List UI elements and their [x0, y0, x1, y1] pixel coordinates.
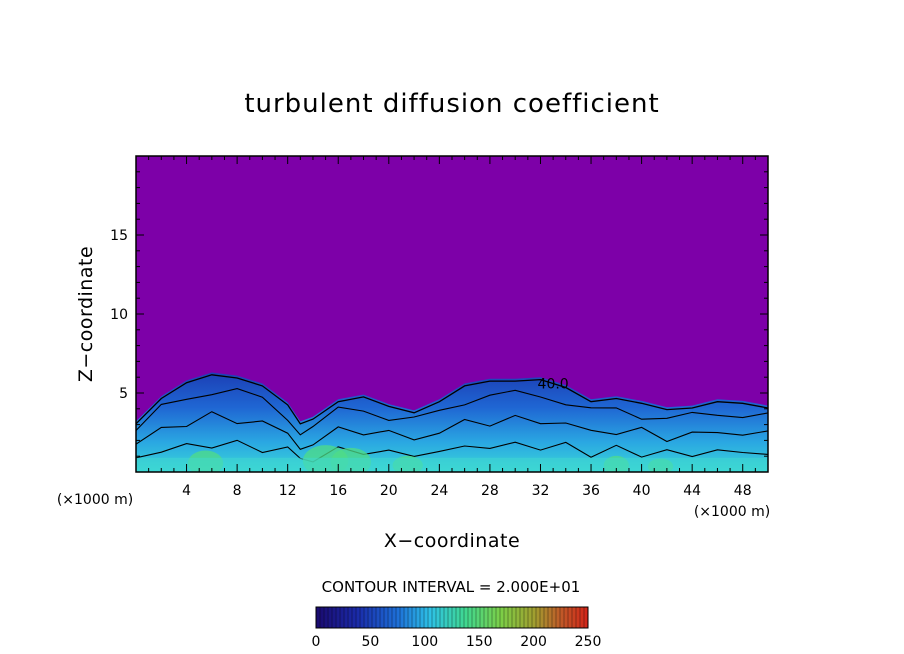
colorbar-tick-label: 100 — [411, 634, 438, 650]
x-tick-label: 12 — [279, 483, 297, 499]
x-tick-label: 8 — [233, 483, 242, 499]
x-axis-ticks: 4 8 12 16 20 24 28 32 36 40 44 48 — [148, 156, 756, 499]
contour-line — [136, 411, 768, 450]
y-axis-ticks: 5 10 15 — [110, 171, 768, 457]
contour-interval-label: CONTOUR INTERVAL = 2.000E+01 — [322, 578, 581, 596]
chart-title: turbulent diffusion coefficient — [244, 89, 659, 119]
x-tick-label: 20 — [380, 483, 398, 499]
x-tick-label: 40 — [633, 483, 651, 499]
contour-line-outer — [136, 374, 768, 425]
colorbar-tick-label: 200 — [520, 634, 547, 650]
x-tick-label: 4 — [182, 483, 191, 499]
contour-line — [136, 388, 768, 436]
x-tick-label: 16 — [329, 483, 347, 499]
y-axis-label: Z−coordinate — [75, 246, 97, 382]
surface-layer — [136, 457, 768, 472]
colorbar-tick-label: 250 — [575, 634, 602, 650]
x-tick-label: 48 — [734, 483, 752, 499]
x-tick-label: 32 — [532, 483, 550, 499]
y-tick-label: 5 — [119, 386, 128, 402]
y-tick-label: 10 — [110, 307, 128, 323]
x-tick-label: 24 — [430, 483, 448, 499]
x-tick-label: 44 — [683, 483, 701, 499]
y-tick-label: 15 — [110, 228, 128, 244]
colorbar-tick-label: 0 — [312, 634, 321, 650]
boundary-layer-region — [136, 372, 768, 472]
boundary-layer-field: 40.0 — [136, 372, 768, 472]
x-tick-label: 36 — [582, 483, 600, 499]
colorbar-tick-label: 150 — [466, 634, 493, 650]
x-tick-label: 28 — [481, 483, 499, 499]
x-axis-label: X−coordinate — [384, 530, 520, 552]
contour-value-label: 40.0 — [538, 376, 569, 392]
x-unit-label: (×1000 m) — [694, 504, 770, 520]
contour-line — [136, 439, 768, 463]
colorbar-ticks: 0 50 100 150 200 250 — [312, 634, 602, 650]
colorbar-stripes — [319, 607, 585, 628]
colorbar-tick-label: 50 — [361, 634, 379, 650]
y-unit-label: (×1000 m) — [57, 492, 133, 508]
